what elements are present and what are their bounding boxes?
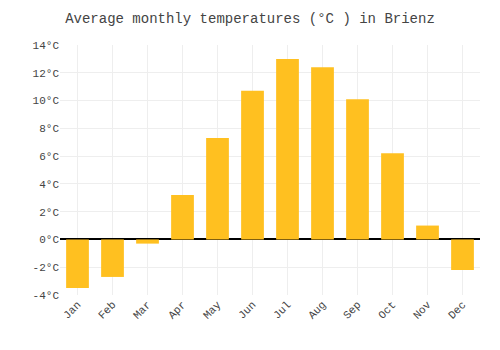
svg-text:0°C: 0°C bbox=[39, 234, 59, 246]
svg-text:Sep: Sep bbox=[341, 299, 363, 321]
svg-text:Jun: Jun bbox=[236, 299, 258, 321]
svg-text:6°C: 6°C bbox=[39, 151, 59, 163]
svg-text:Oct: Oct bbox=[376, 299, 398, 321]
svg-text:Jan: Jan bbox=[61, 299, 83, 321]
svg-text:Average monthly temperatures (: Average monthly temperatures (°C ) in Br… bbox=[65, 11, 435, 27]
svg-text:Apr: Apr bbox=[166, 299, 188, 321]
svg-text:Aug: Aug bbox=[306, 299, 328, 321]
svg-text:4°C: 4°C bbox=[39, 179, 59, 191]
svg-text:May: May bbox=[201, 299, 224, 322]
svg-text:Jul: Jul bbox=[271, 299, 293, 321]
svg-text:Mar: Mar bbox=[131, 299, 153, 321]
svg-text:14°C: 14°C bbox=[33, 40, 60, 52]
svg-text:-4°C: -4°C bbox=[33, 290, 60, 302]
svg-text:10°C: 10°C bbox=[33, 95, 60, 107]
svg-text:12°C: 12°C bbox=[33, 68, 60, 80]
svg-text:2°C: 2°C bbox=[39, 207, 59, 219]
svg-text:Dec: Dec bbox=[446, 299, 468, 321]
svg-text:-2°C: -2°C bbox=[33, 262, 60, 274]
svg-text:8°C: 8°C bbox=[39, 123, 59, 135]
svg-text:Feb: Feb bbox=[96, 299, 118, 321]
svg-text:Nov: Nov bbox=[411, 299, 434, 322]
